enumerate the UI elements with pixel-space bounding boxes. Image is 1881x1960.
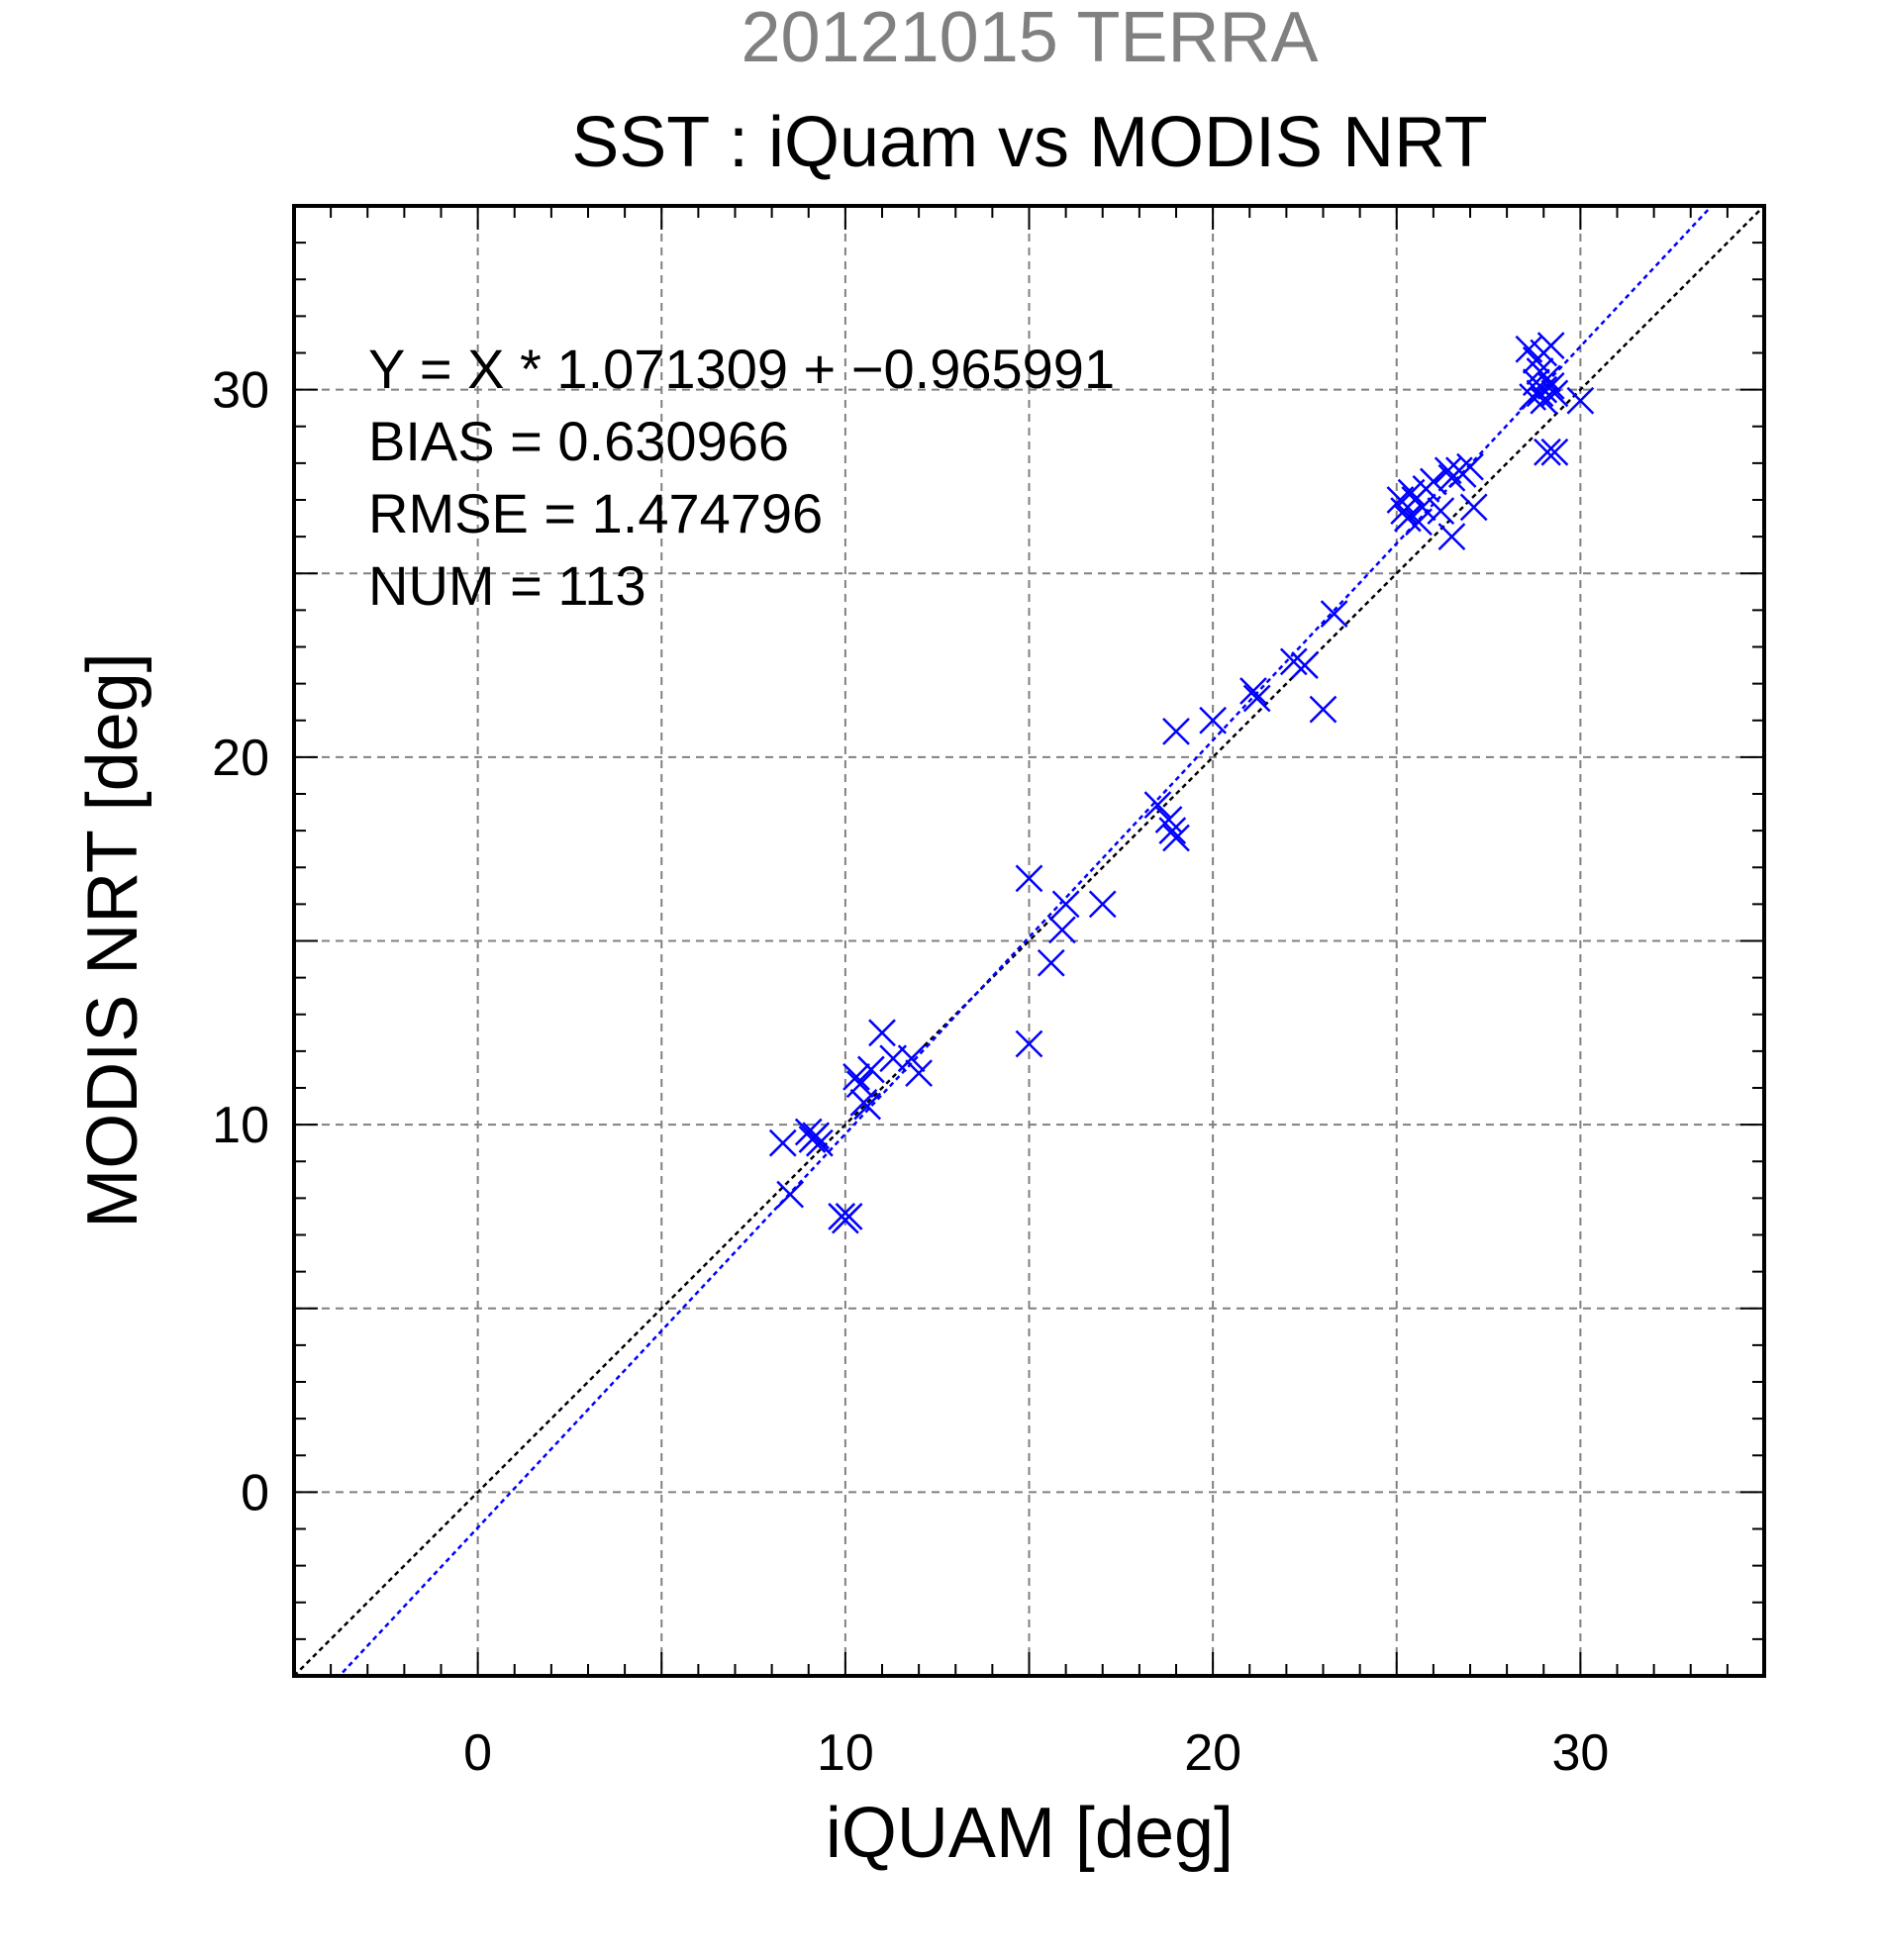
- data-point-marker: [1419, 467, 1447, 496]
- identity-line: [294, 206, 1764, 1676]
- data-point-marker: [1015, 864, 1043, 893]
- data-point-marker: [897, 1044, 926, 1073]
- statistics-annotation-line: BIAS = 0.630966: [368, 410, 789, 472]
- statistics-annotation-line: RMSE = 1.474796: [368, 482, 823, 544]
- data-point-marker: [1199, 706, 1228, 735]
- data-point-marker: [768, 1128, 797, 1157]
- x-tick-label: 10: [817, 1724, 874, 1782]
- y-tick-label: 0: [241, 1464, 269, 1521]
- data-point-marker: [835, 1203, 863, 1230]
- x-tick-labels: 0 10 20 30: [463, 1724, 1609, 1782]
- data-point-marker: [802, 1122, 831, 1150]
- data-point-marker: [1456, 452, 1484, 481]
- grid-lines: [294, 206, 1764, 1676]
- fit-line: [338, 206, 1714, 1676]
- data-point-marker: [1242, 684, 1271, 713]
- plot-frame: [292, 204, 1766, 1678]
- data-point-marker: [1437, 523, 1466, 551]
- data-point-marker: [1530, 375, 1558, 404]
- data-point-marker: [1309, 695, 1337, 724]
- data-point-marker: [776, 1180, 805, 1209]
- data-point-marker: [1459, 493, 1488, 522]
- y-tick-label: 30: [212, 362, 269, 420]
- data-point-marker: [853, 1092, 882, 1121]
- data-point-marker: [1291, 651, 1319, 679]
- major-ticks: [294, 206, 1764, 1676]
- statistics-annotations: Y = X * 1.071309 + −0.965991 BIAS = 0.630…: [368, 338, 1115, 617]
- data-point-marker: [856, 1055, 885, 1084]
- data-point-marker: [1540, 379, 1569, 408]
- data-point-marker: [1143, 791, 1172, 820]
- x-tick-label: 20: [1184, 1724, 1241, 1782]
- data-point-marker: [1162, 824, 1190, 852]
- data-point-marker: [1239, 677, 1267, 705]
- y-tick-label: 20: [212, 730, 269, 787]
- data-point-marker: [842, 1062, 870, 1091]
- data-point-marker: [1534, 364, 1561, 393]
- chart-title: SST : iQuam vs MODIS NRT: [571, 103, 1488, 182]
- data-point-marker: [1536, 332, 1565, 359]
- y-tick-label: 10: [212, 1097, 269, 1154]
- data-point-marker: [1037, 948, 1065, 977]
- data-point-marker: [1162, 718, 1190, 745]
- x-tick-label: 0: [463, 1724, 492, 1782]
- data-point-marker: [1154, 806, 1183, 833]
- data-points: [768, 332, 1595, 1234]
- data-point-marker: [1051, 890, 1080, 919]
- data-point-marker: [1536, 372, 1565, 400]
- data-point-marker: [1279, 647, 1308, 676]
- data-point-marker: [868, 1019, 896, 1047]
- x-axis-label: iQUAM [deg]: [826, 1794, 1234, 1873]
- data-point-marker: [1394, 504, 1422, 533]
- data-point-marker: [1566, 386, 1595, 415]
- reference-lines: [294, 206, 1764, 1676]
- data-point-marker: [845, 1070, 874, 1099]
- x-tick-label: 30: [1551, 1724, 1609, 1782]
- data-point-marker: [1158, 817, 1187, 845]
- data-point-marker: [1534, 438, 1561, 466]
- chart-subtitle: 20121015 TERRA: [741, 0, 1318, 77]
- data-point-marker: [1540, 438, 1569, 466]
- data-point-marker: [1015, 1029, 1043, 1058]
- statistics-annotation-line: Y = X * 1.071309 + −0.965991: [368, 338, 1115, 400]
- data-point-marker: [1088, 890, 1117, 919]
- data-point-marker: [905, 1059, 934, 1088]
- data-point-marker: [1408, 493, 1436, 522]
- data-point-marker: [1427, 497, 1455, 526]
- data-point-marker: [1320, 600, 1348, 628]
- data-point-marker: [806, 1128, 834, 1157]
- statistics-annotation-line: NUM = 113: [368, 554, 646, 617]
- y-tick-labels: 0 10 20 30: [212, 362, 269, 1522]
- y-axis-label: MODIS NRT [deg]: [73, 652, 152, 1228]
- data-point-marker: [1048, 916, 1076, 944]
